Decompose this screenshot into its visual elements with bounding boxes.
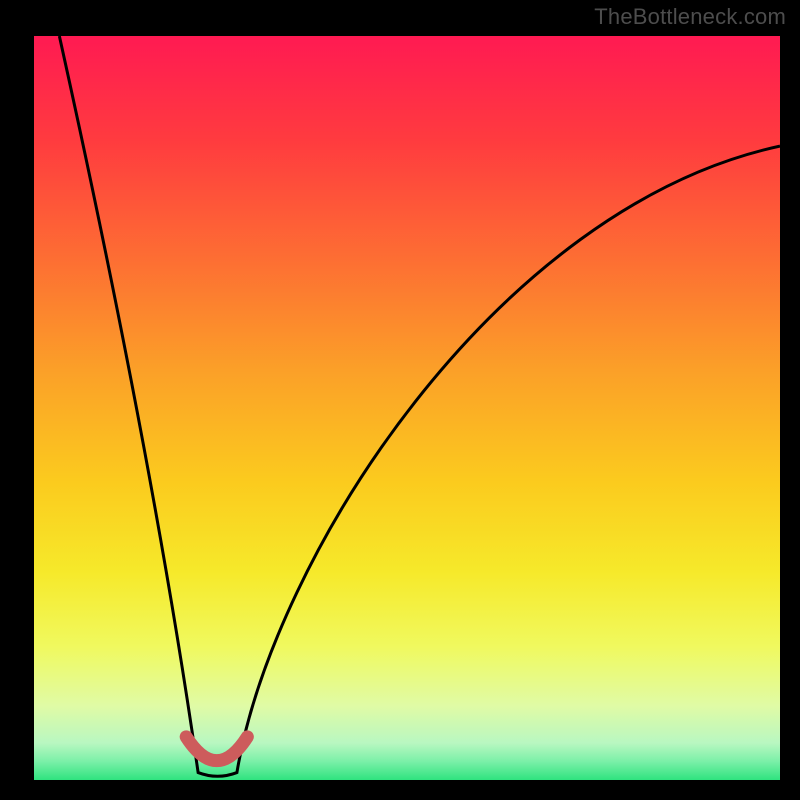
plot-area	[34, 36, 780, 780]
frame-right	[780, 0, 800, 800]
watermark-text: TheBottleneck.com	[594, 4, 786, 30]
frame-left	[0, 0, 34, 800]
gradient-background	[34, 36, 780, 780]
frame-bottom	[0, 780, 800, 800]
